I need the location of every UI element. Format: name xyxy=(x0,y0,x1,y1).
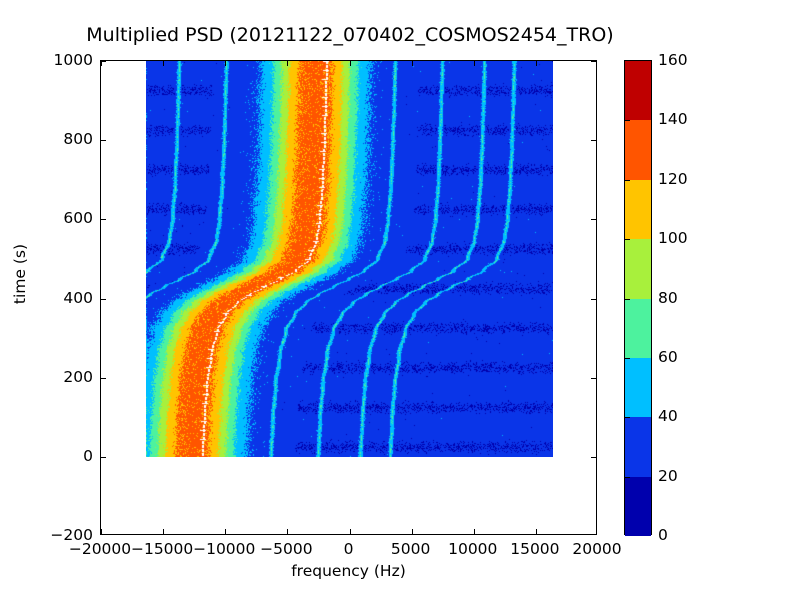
x-tick-label: −5000 xyxy=(260,540,313,558)
y-tick-label: 800 xyxy=(63,130,93,149)
colorbar-tick-label: 40 xyxy=(658,407,678,426)
y-axis-tick-labels: −200 0 200 400 600 800 1000 xyxy=(0,0,93,600)
y-tick-label: 600 xyxy=(63,209,93,228)
colorbar-band xyxy=(625,239,651,299)
colorbar-band xyxy=(625,179,651,240)
colorbar-band xyxy=(625,357,651,418)
colorbar-tick-label: 20 xyxy=(658,466,678,485)
y-tick-mark xyxy=(101,140,106,142)
x-tick-mark xyxy=(101,529,102,534)
x-tick-mark xyxy=(473,529,475,534)
colorbar-tick-mark xyxy=(625,239,630,241)
y-tick-label: 1000 xyxy=(53,51,93,69)
y-tick-mark xyxy=(591,140,596,142)
colorbar-band xyxy=(625,476,651,536)
colorbar-tick-mark xyxy=(625,417,630,419)
x-tick-mark xyxy=(473,61,475,66)
x-tick-mark xyxy=(535,529,537,534)
y-tick-mark xyxy=(101,456,106,458)
colorbar-tick-label: 100 xyxy=(658,229,688,248)
x-tick-label: 5000 xyxy=(390,540,431,558)
colorbar-tick-label: 80 xyxy=(658,288,678,307)
colorbar-tick-label: 120 xyxy=(658,169,688,188)
x-tick-mark xyxy=(535,61,537,66)
x-tick-mark xyxy=(287,529,289,534)
x-tick-label: −20000 xyxy=(68,540,132,558)
colorbar-band xyxy=(625,120,651,180)
x-tick-mark xyxy=(349,61,351,66)
colorbar-tick-label: 160 xyxy=(658,51,688,69)
colorbar-tick-mark xyxy=(625,179,630,181)
x-tick-mark xyxy=(349,529,351,534)
y-tick-label: 400 xyxy=(63,288,93,307)
x-tick-mark xyxy=(287,61,289,66)
colorbar-band xyxy=(625,61,651,121)
x-tick-label: −10000 xyxy=(193,540,256,558)
colorbar xyxy=(624,60,652,536)
x-tick-mark xyxy=(225,529,227,534)
y-tick-mark xyxy=(591,219,596,221)
y-tick-mark xyxy=(591,61,596,62)
x-tick-mark xyxy=(225,61,227,66)
colorbar-tick-label: 0 xyxy=(658,526,668,544)
y-tick-label: 200 xyxy=(63,367,93,386)
y-tick-mark xyxy=(591,456,596,458)
spectrogram-image xyxy=(146,61,553,457)
colorbar-band xyxy=(625,417,651,477)
colorbar-tick-label: 60 xyxy=(658,347,678,366)
y-tick-mark xyxy=(591,298,596,300)
x-tick-mark xyxy=(411,61,413,66)
colorbar-band xyxy=(625,298,651,358)
page-title: Multiplied PSD (20121122_070402_COSMOS24… xyxy=(86,24,614,46)
x-axis-label: frequency (Hz) xyxy=(291,562,406,580)
x-tick-mark xyxy=(101,61,102,66)
x-tick-mark xyxy=(163,529,165,534)
x-tick-label: 15000 xyxy=(510,540,560,558)
colorbar-tick-label: 140 xyxy=(658,110,688,129)
x-tick-label: −15000 xyxy=(130,540,194,558)
y-tick-mark xyxy=(101,219,106,221)
y-tick-mark xyxy=(591,377,596,379)
y-tick-label: 0 xyxy=(83,446,93,465)
colorbar-tick-mark xyxy=(625,298,630,300)
spectrogram-axes xyxy=(100,60,597,535)
x-tick-mark xyxy=(411,529,413,534)
y-tick-label: −200 xyxy=(50,526,93,544)
x-tick-label: 10000 xyxy=(448,540,498,558)
colorbar-tick-mark xyxy=(625,120,630,122)
colorbar-tick-mark xyxy=(625,476,630,478)
y-tick-mark xyxy=(101,377,106,379)
x-tick-label: 0 xyxy=(343,540,354,558)
y-axis-label: time (s) xyxy=(11,243,29,305)
x-tick-mark xyxy=(163,61,165,66)
y-tick-mark xyxy=(101,298,106,300)
colorbar-tick-mark xyxy=(625,357,630,359)
x-tick-label: 20000 xyxy=(572,540,622,558)
y-tick-mark xyxy=(101,61,106,62)
